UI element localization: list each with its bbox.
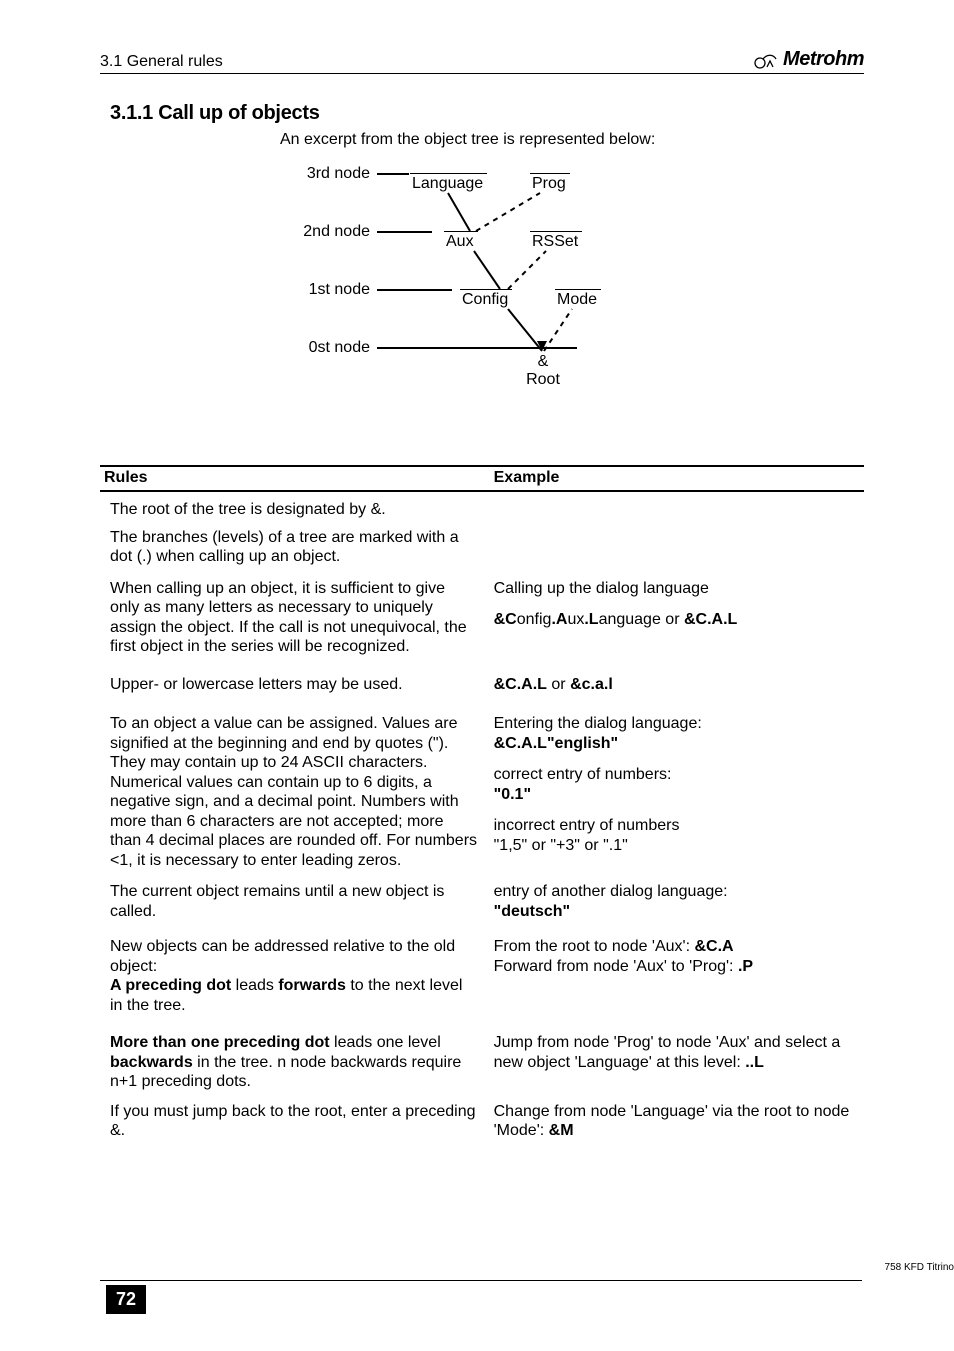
header-section-ref: 3.1 General rules [100, 53, 223, 71]
rules-cell: New objects can be addressed relative to… [100, 937, 490, 1015]
col-header-example: Example [490, 467, 864, 490]
page-header: 3.1 General rules Metrohm [100, 48, 864, 74]
example-cell: Change from node 'Language' via the root… [490, 1102, 864, 1145]
rules-row: If you must jump back to the root, enter… [100, 1102, 864, 1145]
section-intro: An excerpt from the object tree is repre… [280, 131, 864, 149]
rules-row: When calling up an object, it is suffici… [100, 579, 864, 657]
tree-edges [280, 161, 700, 411]
rules-cell: When calling up an object, it is suffici… [100, 579, 490, 657]
example-cell: entry of another dialog language:"deutsc… [490, 882, 864, 925]
brand-block: Metrohm [753, 48, 864, 71]
rules-row: More than one preceding dot leads one le… [100, 1033, 864, 1092]
section-heading: 3.1.1 Call up of objects [110, 102, 864, 125]
rules-row: The branches (levels) of a tree are mark… [100, 528, 864, 567]
example-cell [490, 528, 864, 567]
example-cell [490, 500, 864, 520]
metrohm-icon [753, 50, 779, 70]
rules-table-header: Rules Example [100, 465, 864, 492]
object-tree-diagram: 3rd node 2nd node 1st node 0st node Lang… [280, 161, 864, 431]
example-cell: Entering the dialog language:&C.A.L"engl… [490, 714, 864, 870]
rules-cell: The branches (levels) of a tree are mark… [100, 528, 490, 567]
rules-table-body: The root of the tree is designated by &.… [100, 500, 864, 1145]
example-cell: Calling up the dialog language&Config.Au… [490, 579, 864, 657]
example-cell: Jump from node 'Prog' to node 'Aux' and … [490, 1033, 864, 1092]
example-cell: From the root to node 'Aux': &C.AForward… [490, 937, 864, 1015]
footer-model: 758 KFD Titrino [885, 1262, 954, 1273]
rules-cell: If you must jump back to the root, enter… [100, 1102, 490, 1145]
rules-row: The current object remains until a new o… [100, 882, 864, 925]
example-cell: &C.A.L or &c.a.l [490, 675, 864, 699]
rules-cell: To an object a value can be assigned. Va… [100, 714, 490, 870]
rules-row: To an object a value can be assigned. Va… [100, 714, 864, 870]
brand-name: Metrohm [783, 48, 864, 71]
page-footer: 758 KFD Titrino 72 [0, 1280, 954, 1311]
rules-row: Upper- or lowercase letters may be used.… [100, 675, 864, 699]
rules-cell: More than one preceding dot leads one le… [100, 1033, 490, 1092]
rules-cell: The current object remains until a new o… [100, 882, 490, 925]
rules-row: The root of the tree is designated by &. [100, 500, 864, 520]
rules-row: New objects can be addressed relative to… [100, 937, 864, 1015]
col-header-rules: Rules [100, 467, 490, 490]
rules-cell: Upper- or lowercase letters may be used. [100, 675, 490, 699]
page-number: 72 [106, 1285, 146, 1314]
rules-cell: The root of the tree is designated by &. [100, 500, 490, 520]
